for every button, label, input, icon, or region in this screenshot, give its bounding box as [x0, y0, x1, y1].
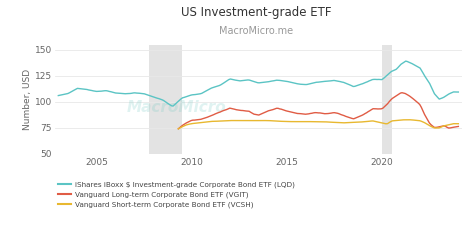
Text: MacroMicro.me: MacroMicro.me: [219, 26, 293, 36]
Y-axis label: Number, USD: Number, USD: [23, 69, 32, 130]
Bar: [149, 45, 182, 154]
Text: US Investment-grade ETF: US Investment-grade ETF: [181, 6, 331, 19]
Bar: [382, 45, 392, 154]
Legend: iShares iBoxx $ Investment-grade Corporate Bond ETF (LQD), Vanguard Long-term Co: iShares iBoxx $ Investment-grade Corpora…: [58, 181, 295, 208]
Text: MacroMicro: MacroMicro: [127, 100, 227, 115]
